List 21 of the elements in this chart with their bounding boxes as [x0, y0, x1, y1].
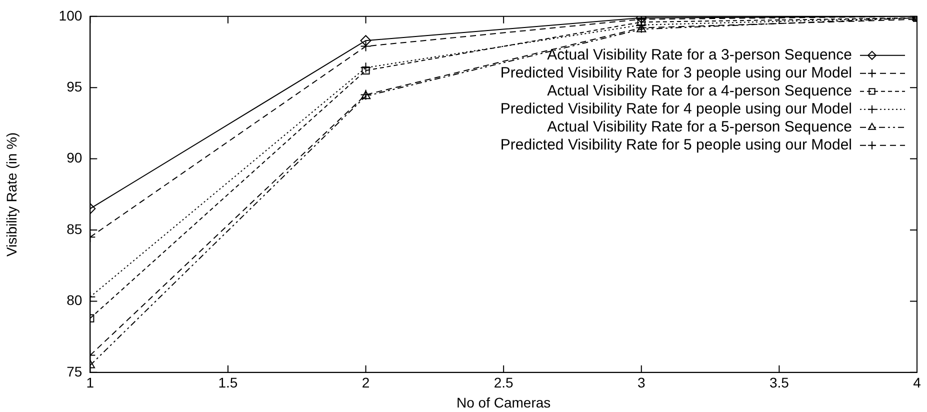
legend-label: Predicted Visibility Rate for 3 people using our Model	[500, 64, 852, 82]
y-tick-label: 85	[66, 220, 82, 237]
legend-label: Predicted Visibility Rate for 5 people using our Model	[500, 136, 852, 154]
legend-label: Actual Visibility Rate for a 3-person Sequence	[547, 46, 852, 64]
x-tick-label: 2.5	[494, 374, 514, 391]
y-tick-label: 95	[66, 78, 82, 94]
x-tick-label: 4	[913, 374, 922, 391]
y-tick-label: 80	[66, 292, 82, 308]
y-tick-label: 90	[66, 150, 82, 166]
y-axis-title: Visibility Rate (in %)	[3, 132, 20, 257]
x-tick-label: 1	[86, 374, 94, 391]
y-tick-label: 100	[58, 7, 82, 24]
x-axis-title: No of Cameras	[456, 394, 551, 410]
x-tick-label: 3	[637, 374, 646, 391]
x-tick-label: 3.5	[769, 374, 790, 391]
x-tick-label: 2	[362, 374, 370, 391]
legend-label: Actual Visibility Rate for a 5-person Sequence	[547, 118, 852, 136]
y-tick-label: 75	[66, 363, 82, 380]
x-tick-label: 1.5	[218, 374, 238, 391]
legend-label: Predicted Visibility Rate for 4 people using our Model	[500, 100, 852, 118]
legend-label: Actual Visibility Rate for a 4-person Sequence	[547, 82, 852, 100]
